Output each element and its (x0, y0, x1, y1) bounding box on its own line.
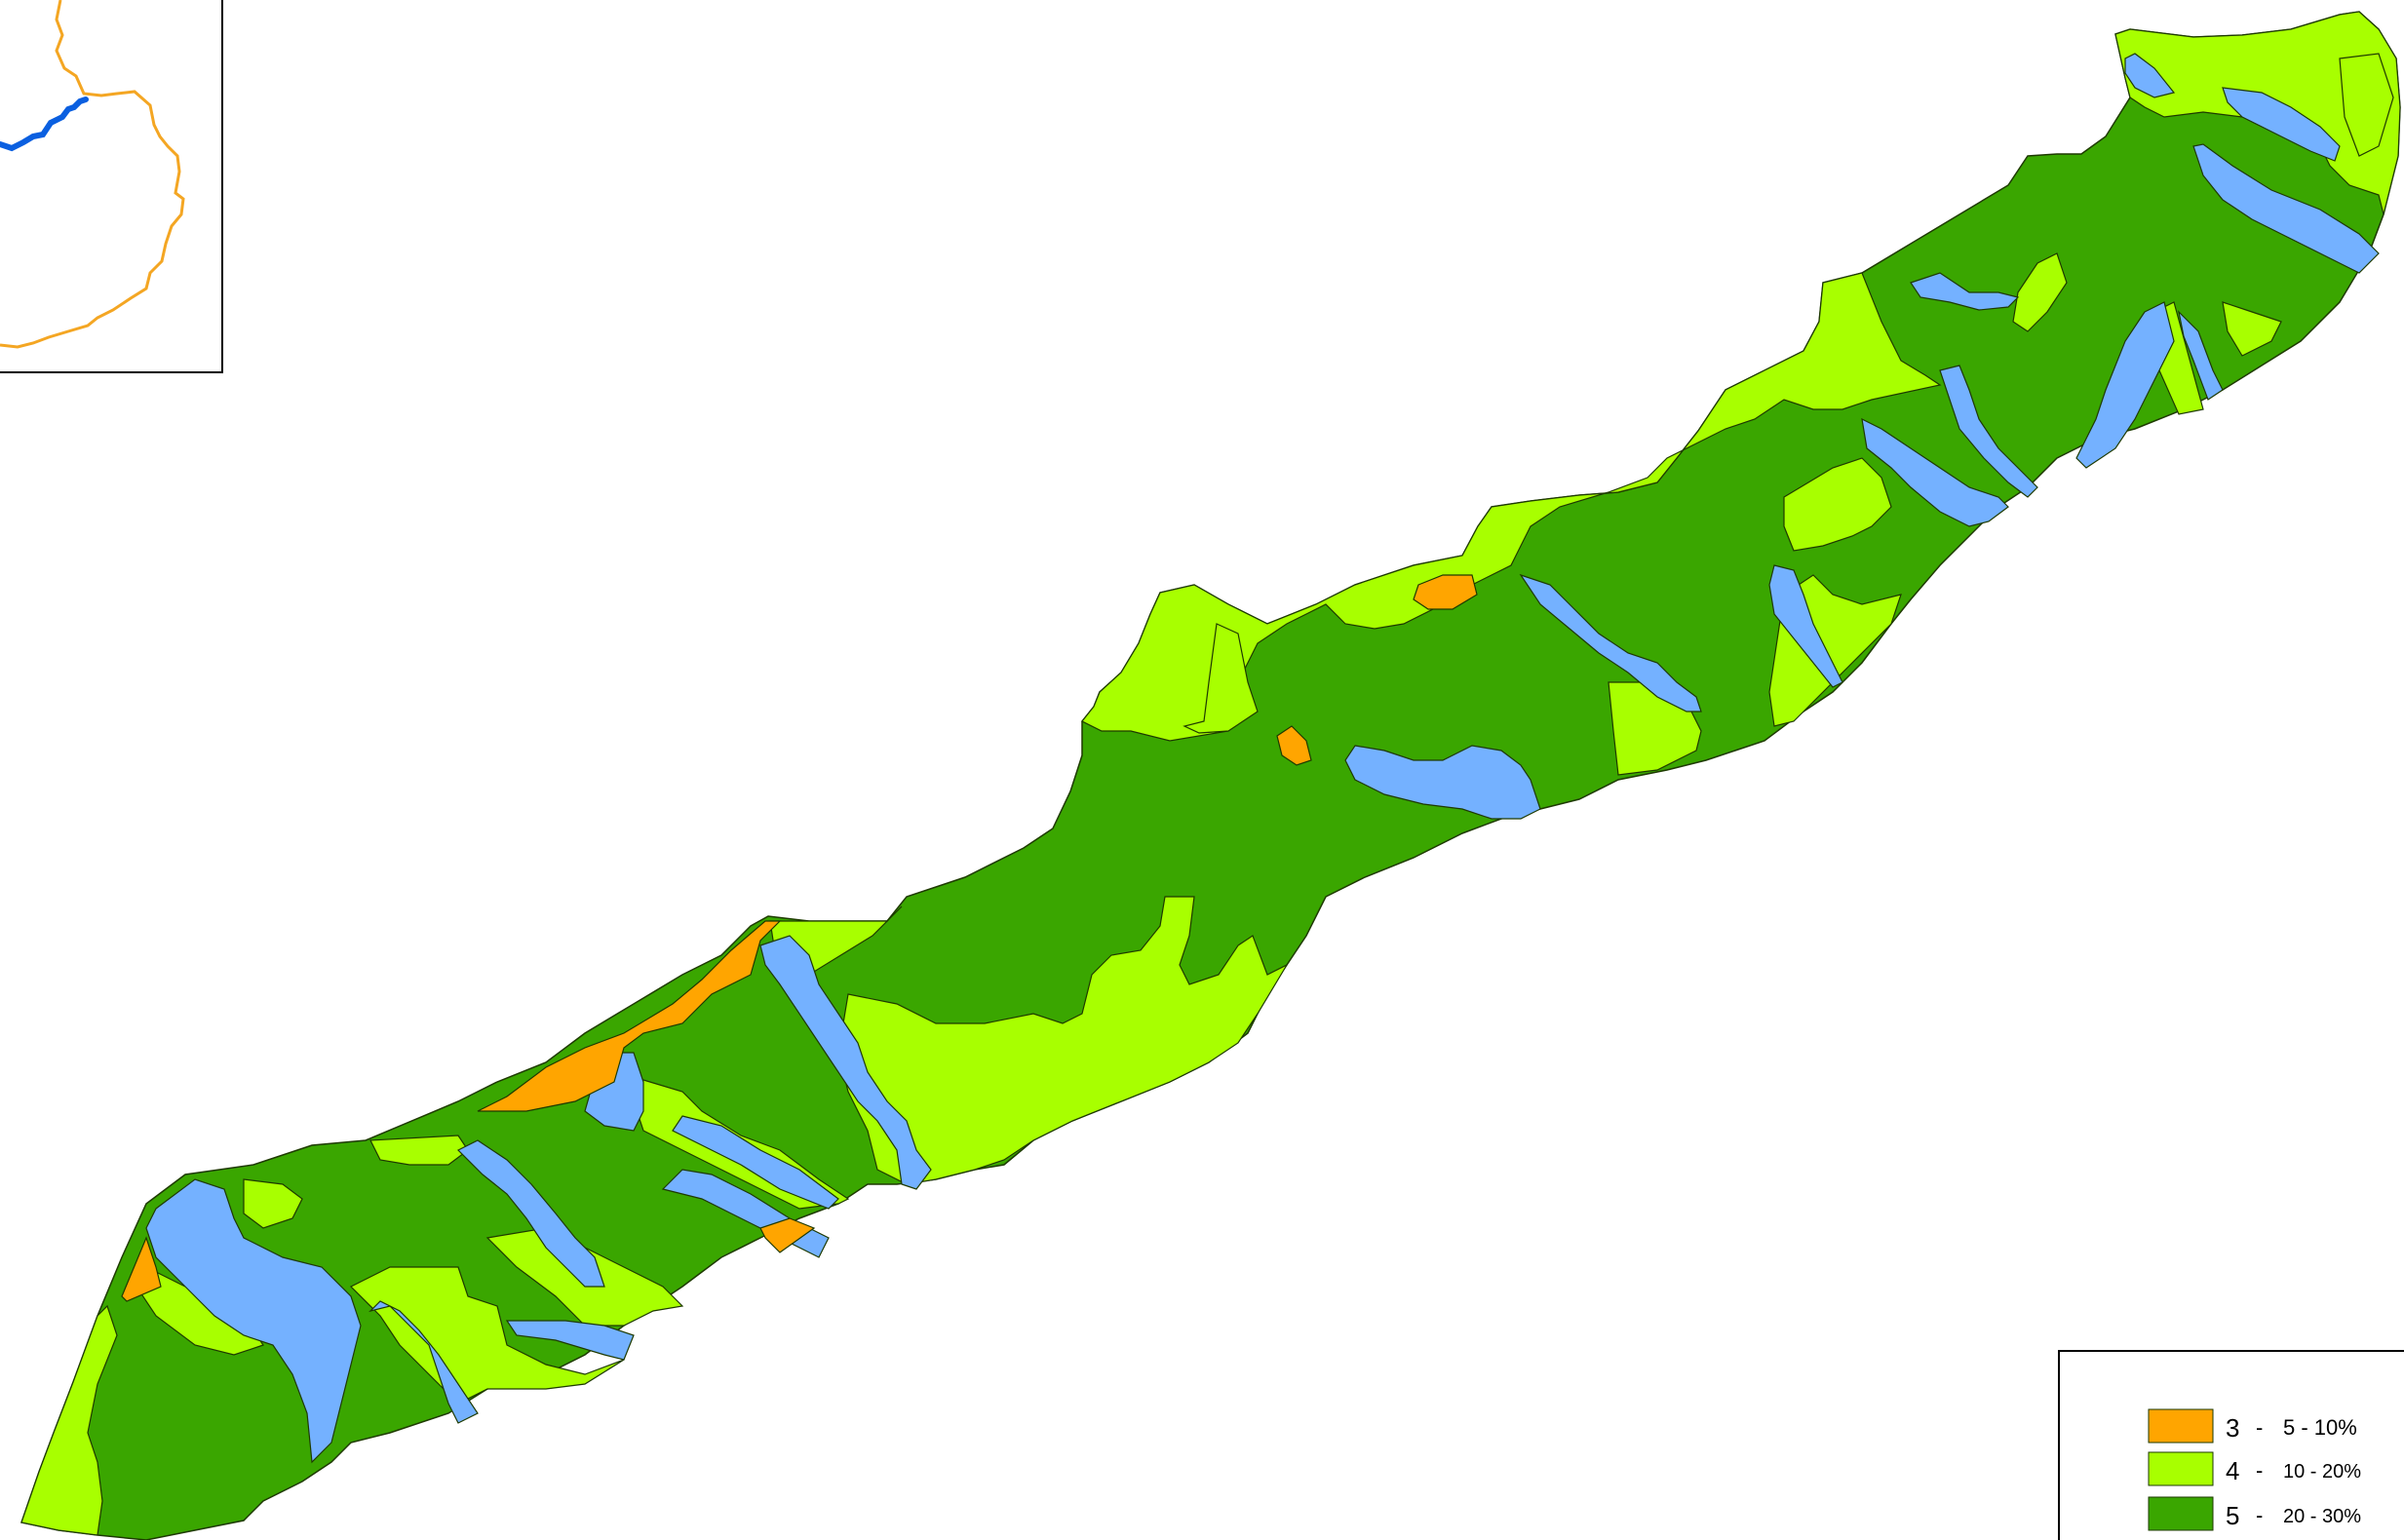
legend-frame (2058, 1350, 2404, 1540)
class4-patch-h (1183, 623, 1259, 734)
legend-range-class5: 20 - 30% (2283, 1506, 2361, 1527)
water-strip-9 (1519, 573, 1702, 712)
inset-basin-boundary (0, 0, 185, 349)
class3-patch-small-2 (1276, 725, 1312, 766)
water-strip-7 (759, 935, 932, 1190)
water-strip-6 (672, 1115, 839, 1210)
inset-river (0, 96, 89, 152)
legend-range-class4: 10 - 20% (2283, 1461, 2361, 1482)
class4-patch-b (349, 1266, 625, 1405)
class4-upper-band (1081, 272, 1942, 742)
class4-patch-m (2222, 301, 2282, 357)
class4-patch-j (1783, 457, 1892, 552)
legend-sep-class4: - (2256, 1458, 2263, 1482)
legend-sep-class5: - (2256, 1503, 2263, 1527)
water-areas (145, 53, 2380, 1464)
water-large-lower-left (145, 1178, 362, 1464)
legend-range-class3: 5 - 10% (2283, 1415, 2357, 1440)
class4-patch-c (243, 1178, 303, 1229)
water-strip-12 (1939, 365, 2038, 498)
water-strip-1 (368, 1300, 479, 1424)
water-strip-15 (2178, 310, 2224, 401)
class3-patch-band (477, 920, 782, 1112)
class4-patch-o (2339, 53, 2394, 157)
inset-locator-map (0, 0, 223, 373)
water-strip-2 (456, 1139, 605, 1288)
legend-code-class4: 4 (2226, 1456, 2239, 1485)
legend-swatch-class3 (2148, 1408, 2214, 1444)
class4-patch-l (2012, 252, 2068, 332)
class3-patch-small-3 (1413, 574, 1478, 610)
class4-lower-left-edge (20, 1304, 118, 1536)
water-strip-10 (1768, 564, 1843, 688)
class3-areas (121, 574, 1478, 1302)
basin-polygon (20, 11, 2401, 1540)
water-strip-3 (505, 1320, 635, 1361)
legend: 3 - 5 - 10% 4 - 10 - 20% 5 - 20 - 30% (2058, 1350, 2404, 1540)
water-strip-16 (2192, 143, 2380, 274)
class4-big-middle (837, 896, 1289, 1185)
water-strip-11 (1861, 417, 2009, 527)
inset-frame (0, 0, 223, 373)
legend-item-class5: 5 - 20 - 30% (2148, 1496, 2361, 1531)
legend-code-class3: 3 (2226, 1413, 2239, 1443)
water-strip-14 (2075, 301, 2175, 469)
water-strip-17 (2222, 87, 2341, 162)
legend-sep-class3: - (2256, 1415, 2263, 1440)
legend-code-class5: 5 (2226, 1501, 2239, 1530)
legend-item-class3: 3 - 5 - 10% (2148, 1408, 2357, 1444)
class3-patch-lower-left (121, 1236, 162, 1302)
legend-item-class4: 4 - 10 - 20% (2148, 1451, 2361, 1486)
water-strip-13 (1910, 272, 2020, 311)
water-strip-18 (2124, 53, 2176, 98)
class4-patch-d (369, 1135, 469, 1166)
legend-swatch-class5 (2148, 1496, 2214, 1531)
legend-swatch-class4 (2148, 1451, 2214, 1486)
water-strip-8 (1344, 745, 1541, 820)
class3-patch-small-1 (759, 1217, 816, 1253)
